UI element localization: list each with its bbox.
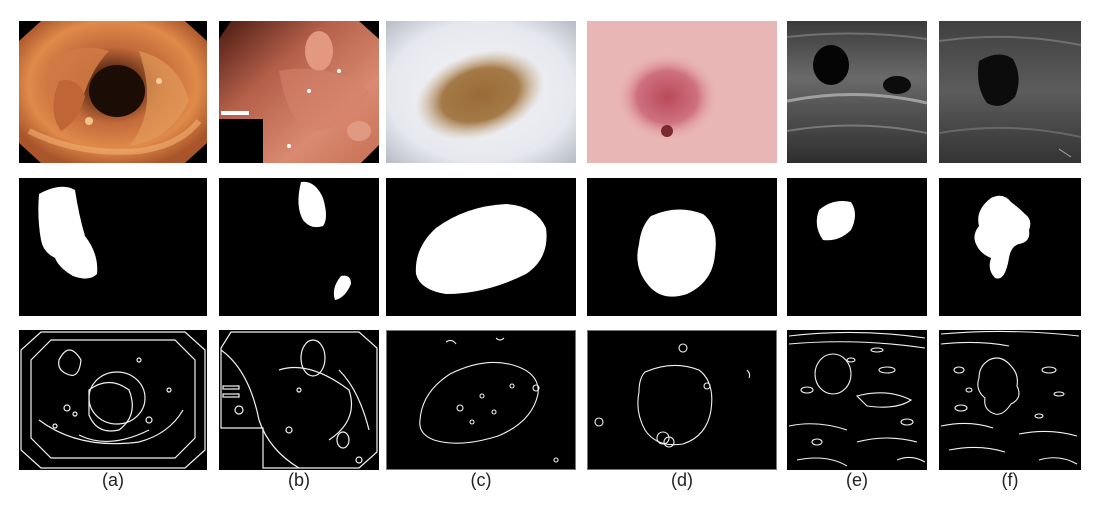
image-f-ultrasound	[939, 21, 1081, 163]
edge-b	[219, 330, 379, 470]
mask-f	[939, 178, 1081, 316]
image-b-endoscopy	[219, 21, 379, 163]
image-c-dermoscopy	[386, 21, 576, 163]
caption-b: (b)	[219, 470, 379, 491]
mask-b	[219, 178, 379, 316]
caption-e: (e)	[777, 470, 937, 491]
caption-d: (d)	[602, 470, 762, 491]
edge-e	[787, 330, 927, 470]
image-a-colonoscopy	[19, 21, 207, 163]
mask-d	[587, 178, 777, 316]
edge-f	[939, 330, 1081, 470]
edge-d	[587, 330, 777, 470]
mask-a	[19, 178, 207, 316]
caption-a: (a)	[33, 470, 193, 491]
mask-e	[787, 178, 927, 316]
mask-c	[386, 178, 576, 316]
image-e-ultrasound	[787, 21, 927, 163]
caption-c: (c)	[401, 470, 561, 491]
image-d-skin-lesion	[587, 21, 777, 163]
caption-f: (f)	[930, 470, 1090, 491]
edge-a	[19, 330, 207, 470]
edge-c	[386, 330, 576, 470]
